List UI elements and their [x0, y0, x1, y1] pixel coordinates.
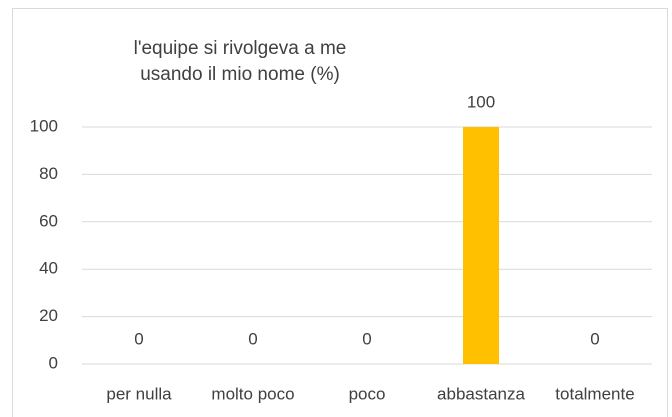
y-tick-label: 100 — [30, 116, 58, 135]
bar — [463, 127, 499, 364]
chart-frame — [12, 8, 668, 417]
y-tick-label: 60 — [39, 211, 58, 230]
x-tick-label: abbastanza — [437, 384, 525, 403]
y-tick-label: 80 — [39, 164, 58, 183]
y-tick-label: 0 — [49, 353, 58, 372]
data-label: 0 — [362, 329, 371, 348]
data-label: 0 — [134, 329, 143, 348]
x-tick-label: per nulla — [106, 384, 172, 403]
y-tick-label: 40 — [39, 259, 58, 278]
x-tick-label: molto poco — [211, 384, 294, 403]
chart-title: l'equipe si rivolgeva a me usando il mio… — [133, 38, 347, 85]
data-label: 0 — [590, 329, 599, 348]
y-tick-label: 20 — [39, 306, 58, 325]
data-label: 100 — [467, 92, 495, 111]
x-tick-label: totalmente — [555, 384, 634, 403]
x-tick-label: poco — [349, 384, 386, 403]
data-label: 0 — [248, 329, 257, 348]
